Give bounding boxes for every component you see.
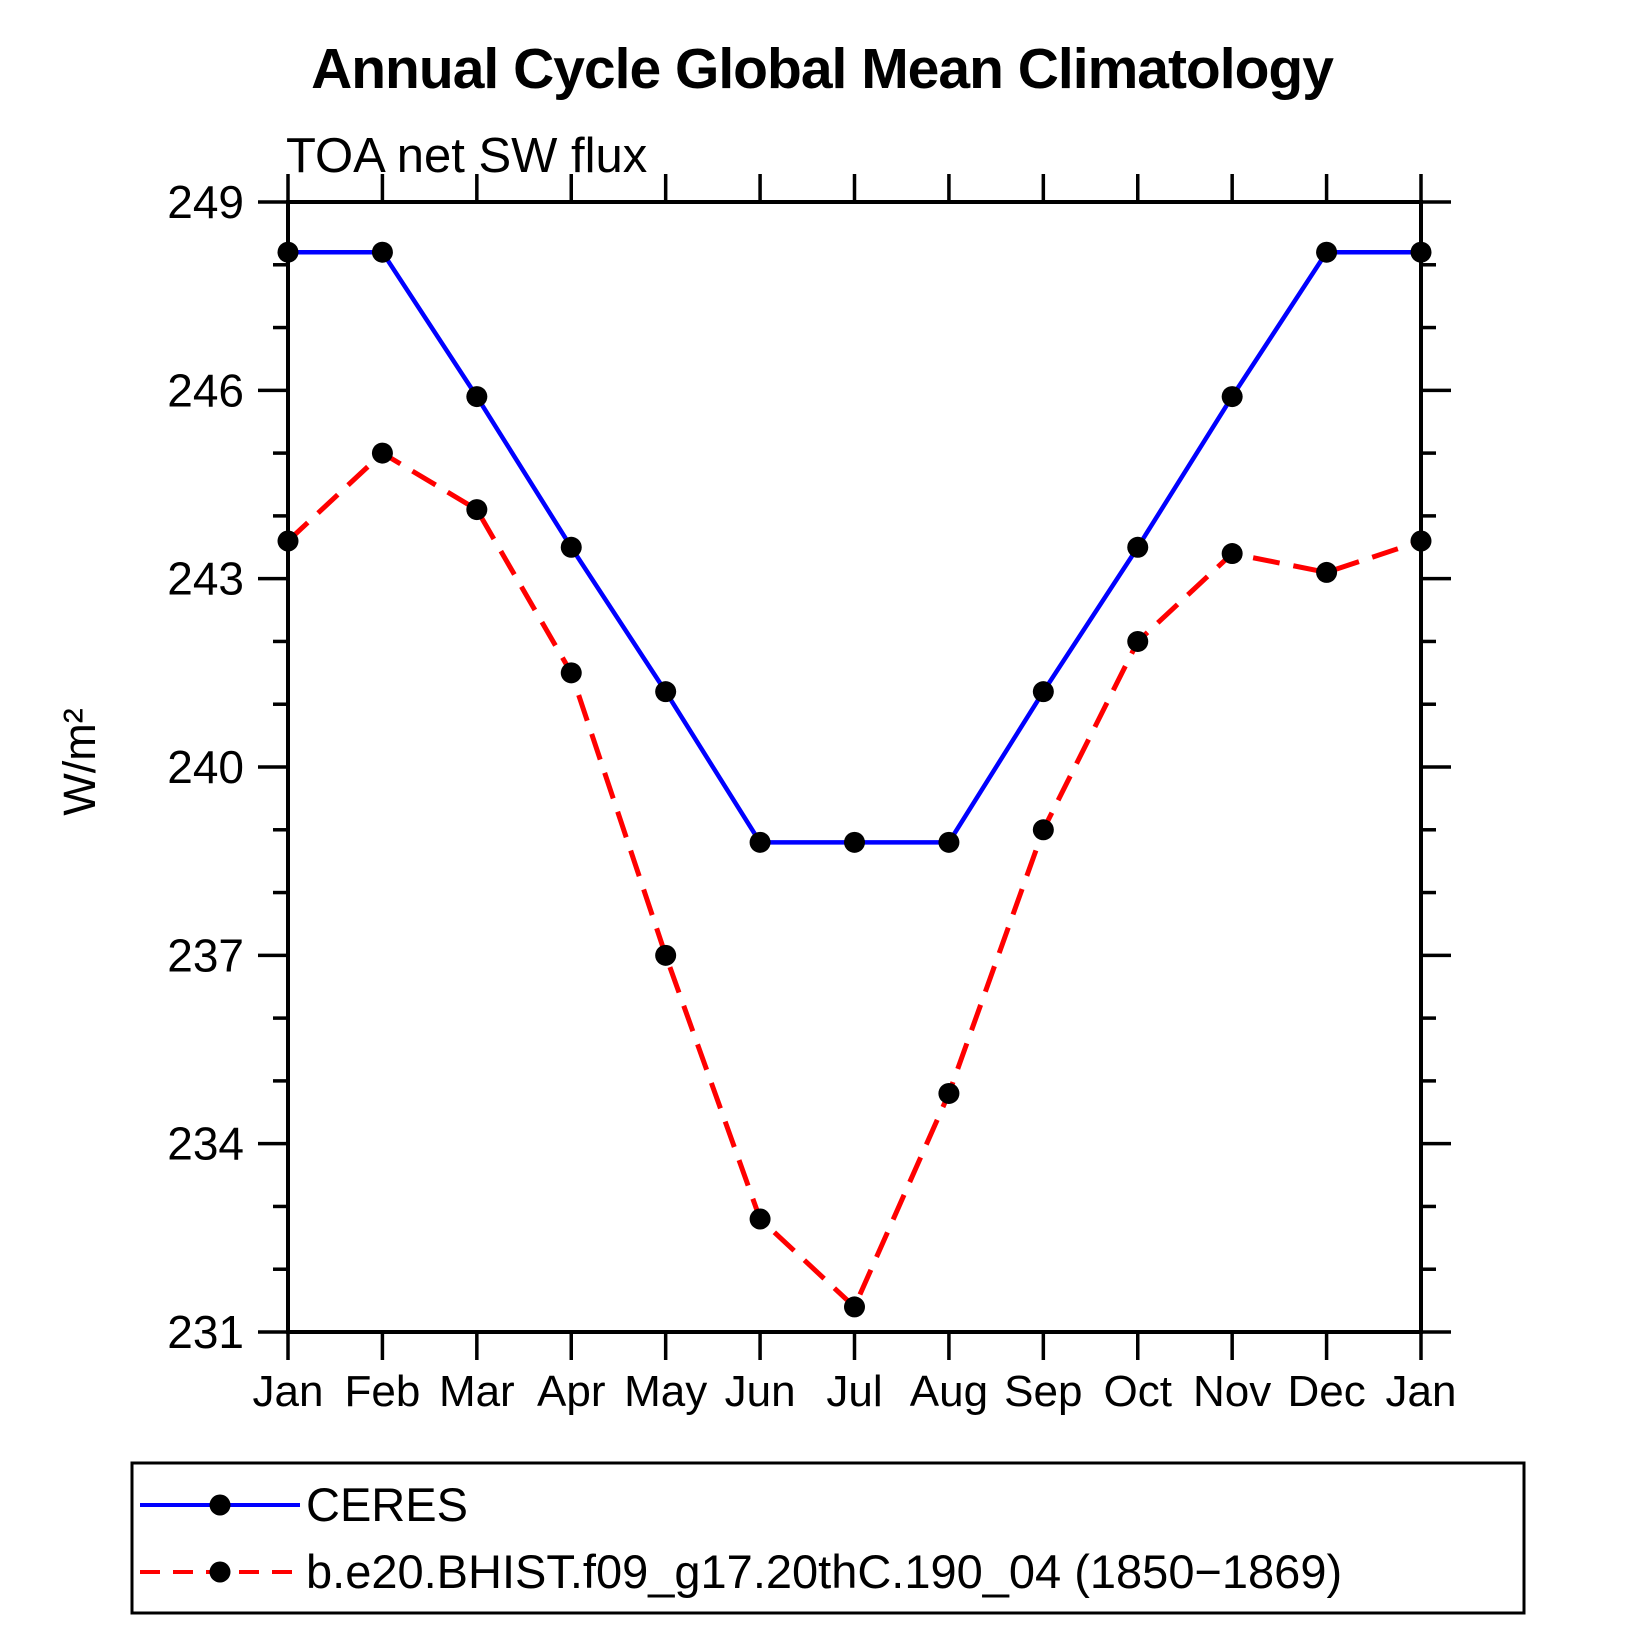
y-tick-label: 237 [167,929,244,981]
data-point-marker [1127,630,1149,652]
data-point-marker [1410,530,1432,552]
data-point-marker [938,1082,960,1104]
legend-box [130,1461,1526,1615]
x-tick-label: Jul [826,1367,882,1416]
data-point-marker [1316,561,1338,583]
y-tick-label: 234 [167,1118,244,1170]
data-point-marker [277,530,299,552]
data-point-marker [1410,241,1432,263]
data-point-marker [938,831,960,853]
data-point-marker [466,386,488,408]
data-point-marker [1127,536,1149,558]
x-tick-label: Apr [537,1367,605,1416]
y-tick-label: 231 [167,1306,244,1358]
x-tick-label: Aug [910,1367,988,1416]
data-point-marker [749,831,771,853]
data-point-marker [560,662,582,684]
legend-group: CERES b.e20.BHIST.f09_g17.20thC.190_04 (1… [130,1461,1526,1615]
data-point-marker [466,499,488,521]
x-tick-label: Jun [725,1367,796,1416]
data-point-marker [1032,681,1054,703]
chart-title: Annual Cycle Global Mean Climatology [311,37,1334,101]
x-tick-label: Jan [253,1367,324,1416]
x-tick-label: Nov [1193,1367,1271,1416]
y-tick-label: 240 [167,741,244,793]
data-point-marker [371,241,393,263]
data-point-marker [277,241,299,263]
x-tick-label: Sep [1004,1367,1082,1416]
y-axis-label: W/m² [54,708,105,815]
axes-group: Jan Feb Mar Apr May Jun Jul Aug Sep Oct Nov Dec Jan2… [167,174,1456,1416]
legend-sample-marker [209,1561,231,1583]
x-tick-label: Dec [1287,1367,1365,1416]
series-line-1 [286,450,1422,1312]
data-point-marker [1316,241,1338,263]
x-tick-label: May [624,1367,707,1416]
data-point-marker [844,831,865,853]
data-point-marker [749,1208,771,1230]
y-tick-label: 246 [167,364,244,416]
data-point-marker [844,1296,865,1318]
x-tick-label: Jan [1386,1367,1457,1416]
data-point-marker [1032,819,1054,841]
data-point-marker [371,442,393,464]
data-point-marker [655,944,677,966]
data-point-marker [1221,386,1243,408]
data-point-marker [560,536,582,558]
data-point-marker [655,681,677,703]
y-tick-label: 243 [167,553,244,605]
series-line-0 [288,249,1421,845]
x-tick-label: Oct [1104,1367,1172,1416]
series-group [277,241,1432,1318]
chart-subtitle: TOA net SW flux [286,129,647,183]
data-point-marker [1221,543,1243,565]
legend-label-0: CERES [306,1478,468,1531]
y-tick-label: 249 [167,176,244,228]
legend-label-1: b.e20.BHIST.f09_g17.20thC.190_04 (1850−1… [306,1545,1342,1598]
x-tick-label: Mar [439,1367,515,1416]
x-tick-label: Feb [345,1367,421,1416]
legend-sample-marker [209,1494,231,1516]
